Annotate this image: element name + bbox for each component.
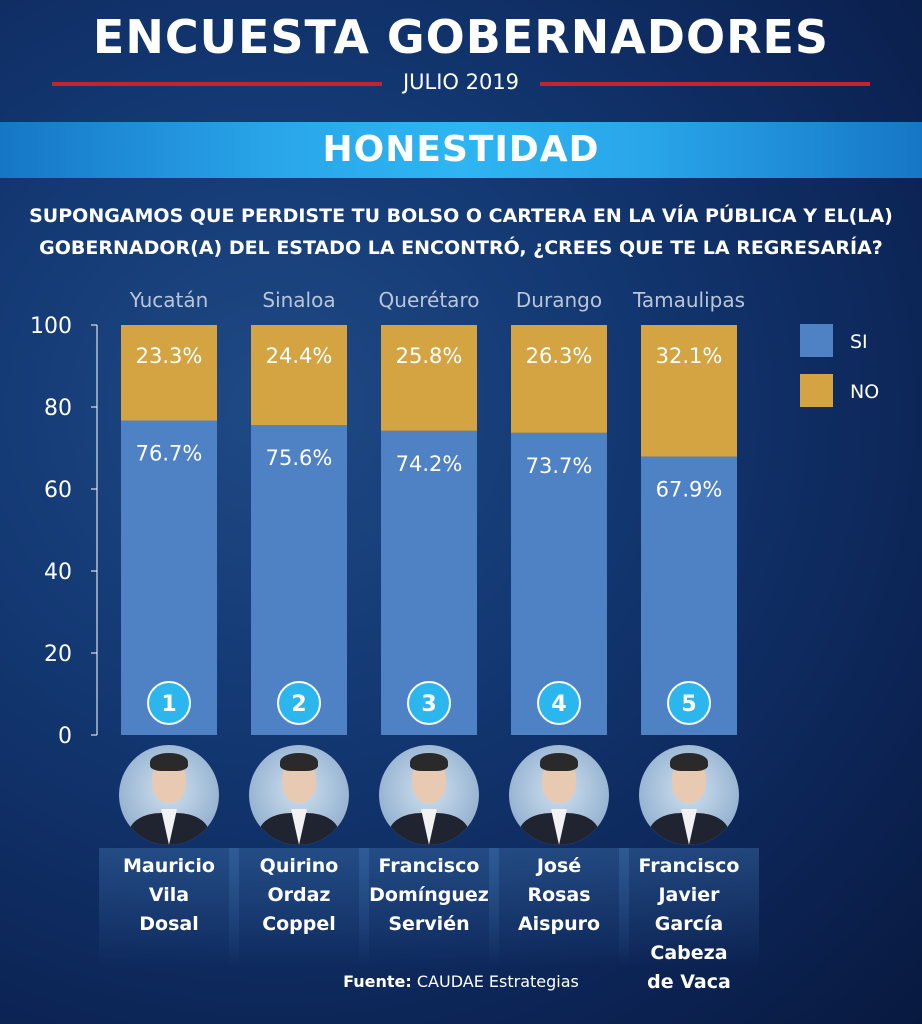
legend-label-no: NO [850, 381, 879, 403]
date-row: JULIO 2019 [0, 70, 922, 100]
stacked-bar-chart: 0 20 40 60 80 100 Yucatán 23.3% 76.7% 1 Sinaloa 24.… [30, 288, 879, 749]
name-column-bg [229, 848, 369, 968]
name-column-bg [99, 848, 239, 968]
governor-name: José Rosas Aispuro [517, 855, 601, 935]
bar-no [511, 325, 607, 433]
rank-badge [147, 681, 191, 725]
survey-question: SUPONGAMOS QUE PERDISTE TU BOLSO O CARTE… [0, 200, 922, 264]
category-label: Sinaloa [262, 288, 335, 312]
main-title: ENCUESTA GOBERNADORES [92, 10, 830, 64]
si-value-label: 74.2% [396, 452, 463, 476]
governor-name: Francisco Domínguez Servién [369, 855, 489, 935]
bar-no [641, 325, 737, 457]
source-label: Fuente: [343, 972, 412, 991]
rank-badge [277, 681, 321, 725]
rank-badge [667, 681, 711, 725]
rank-badge [407, 681, 451, 725]
governor-photo [639, 745, 739, 845]
category-label: Yucatán [129, 288, 209, 312]
question-line-1: SUPONGAMOS QUE PERDISTE TU BOLSO O CARTE… [29, 205, 893, 227]
bar-no [251, 325, 347, 426]
date-label: JULIO 2019 [402, 70, 520, 94]
si-value-label: 76.7% [136, 442, 203, 466]
legend-swatch-si [800, 324, 833, 357]
source-note: Fuente: CAUDAE Estrategias [0, 972, 922, 991]
no-value-label: 23.3% [136, 344, 203, 368]
governor-photo [509, 745, 609, 845]
governor-photo [249, 745, 349, 845]
rank-number: 1 [161, 692, 176, 717]
rank-badge [537, 681, 581, 725]
y-tick-label: 0 [58, 724, 72, 749]
governor-photo [379, 745, 479, 845]
rank-number: 4 [551, 692, 566, 717]
name-column-bg [359, 848, 499, 968]
si-value-label: 75.6% [266, 446, 333, 470]
divider-left [52, 82, 382, 86]
category-label: Tamaulipas [632, 288, 745, 312]
si-value-label: 73.7% [526, 454, 593, 478]
section-banner: HONESTIDAD [0, 122, 922, 178]
y-tick-label: 20 [44, 642, 72, 667]
category-label: Querétaro [379, 288, 480, 312]
governor-name: Mauricio Vila Dosal [123, 855, 215, 935]
no-value-label: 32.1% [656, 344, 723, 368]
divider-right [540, 82, 870, 86]
bar-no [381, 325, 477, 431]
section-title: HONESTIDAD [322, 129, 600, 170]
rank-number: 5 [681, 692, 696, 717]
legend-swatch-no [800, 374, 833, 407]
si-value-label: 67.9% [656, 478, 723, 502]
question-line-2: GOBERNADOR(A) DEL ESTADO LA ENCONTRÓ, ¿C… [39, 237, 883, 259]
rank-number: 3 [421, 692, 436, 717]
source-text: CAUDAE Estrategias [411, 972, 579, 991]
governor-name: Quirino Ordaz Coppel [259, 855, 339, 935]
name-column-bg [619, 848, 759, 968]
no-value-label: 24.4% [266, 344, 333, 368]
legend-label-si: SI [850, 331, 868, 353]
y-tick-label: 60 [44, 478, 72, 503]
governor-photo [119, 745, 219, 845]
y-tick-label: 40 [44, 560, 72, 585]
no-value-label: 26.3% [526, 344, 593, 368]
rank-number: 2 [291, 692, 306, 717]
name-column-bg [489, 848, 629, 968]
category-label: Durango [516, 288, 602, 312]
bar-no [121, 325, 217, 421]
no-value-label: 25.8% [396, 344, 463, 368]
y-tick-label: 80 [44, 396, 72, 421]
governor-name: Francisco Javier García Cabeza de Vaca [638, 855, 740, 993]
y-tick-label: 100 [30, 314, 72, 339]
